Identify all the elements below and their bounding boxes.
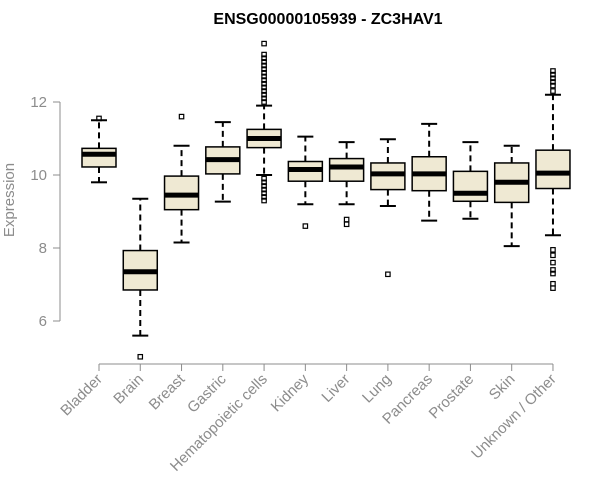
x-tick-label: Liver	[318, 371, 353, 406]
outlier-point	[137, 353, 144, 360]
outlier-point	[261, 194, 267, 200]
iqr-box	[328, 157, 365, 182]
x-tick-label: Kidney	[268, 370, 313, 415]
outlier-point	[261, 40, 267, 47]
outlier-point	[343, 221, 350, 228]
x-tick-label: Breast	[146, 370, 189, 413]
outlier-point	[385, 271, 391, 278]
box-group	[328, 141, 365, 228]
outlier-point	[550, 82, 556, 89]
outlier-point	[261, 183, 267, 189]
outlier-point	[550, 259, 556, 266]
x-tick-label: Bladder	[57, 371, 106, 420]
outlier-point	[550, 285, 556, 291]
iqr-box	[535, 149, 571, 190]
outlier-point	[261, 95, 267, 102]
y-tick-label: 8	[39, 240, 47, 257]
outlier-point	[550, 68, 556, 74]
iqr-box	[81, 147, 117, 168]
y-tick-label: 12	[30, 94, 47, 111]
outlier-point	[261, 91, 267, 98]
y-axis-label: Expression	[1, 163, 18, 237]
outlier-point	[261, 59, 267, 65]
outlier-point	[550, 280, 556, 287]
outlier-point	[261, 69, 267, 76]
box-group	[535, 68, 571, 291]
outlier-point	[261, 186, 267, 193]
y-tick-label: 10	[30, 167, 47, 184]
outlier-point	[261, 99, 267, 105]
outlier-point	[261, 62, 267, 69]
outlier-point	[550, 247, 556, 253]
outlier-point	[261, 175, 267, 182]
x-tick-label: Skin	[486, 371, 519, 404]
outlier-point	[550, 267, 556, 273]
outlier-point	[261, 190, 267, 197]
box-group	[163, 113, 200, 244]
outlier-point	[261, 80, 267, 87]
outlier-point	[261, 88, 267, 94]
outlier-point	[343, 216, 350, 223]
box-group	[287, 135, 324, 229]
outlier-point	[302, 223, 309, 229]
box-group	[370, 138, 406, 278]
iqr-box	[452, 170, 489, 203]
outlier-point	[261, 84, 267, 91]
box-group	[246, 40, 282, 204]
outlier-point	[550, 75, 556, 82]
outlier-point	[261, 51, 267, 58]
y-axis: 6 8 10 12	[30, 94, 61, 330]
box-group	[122, 197, 159, 360]
outlier-point	[261, 197, 267, 204]
box-group	[452, 141, 489, 220]
outlier-point	[261, 77, 267, 83]
x-tick-label: Prostate	[426, 371, 478, 423]
outlier-point	[550, 71, 556, 78]
outlier-point	[261, 66, 267, 72]
box-series	[81, 40, 571, 360]
chart-title: ENSG00000105939 - ZC3HAV1	[213, 11, 442, 28]
outlier-point	[96, 115, 102, 122]
box-group	[493, 144, 530, 248]
outlier-point	[550, 79, 556, 85]
box-group	[81, 115, 117, 184]
outlier-point	[550, 252, 556, 259]
outlier-point	[178, 113, 185, 120]
outlier-point	[261, 55, 267, 62]
box-group	[205, 121, 241, 203]
outlier-point	[550, 270, 556, 277]
x-tick-label: Brain	[110, 371, 147, 408]
box-group	[411, 122, 447, 222]
outlier-point	[550, 88, 556, 94]
outlier-point	[261, 179, 267, 186]
outlier-point	[261, 73, 267, 80]
x-tick-label: Lung	[359, 371, 395, 407]
y-tick-label: 6	[39, 313, 47, 330]
